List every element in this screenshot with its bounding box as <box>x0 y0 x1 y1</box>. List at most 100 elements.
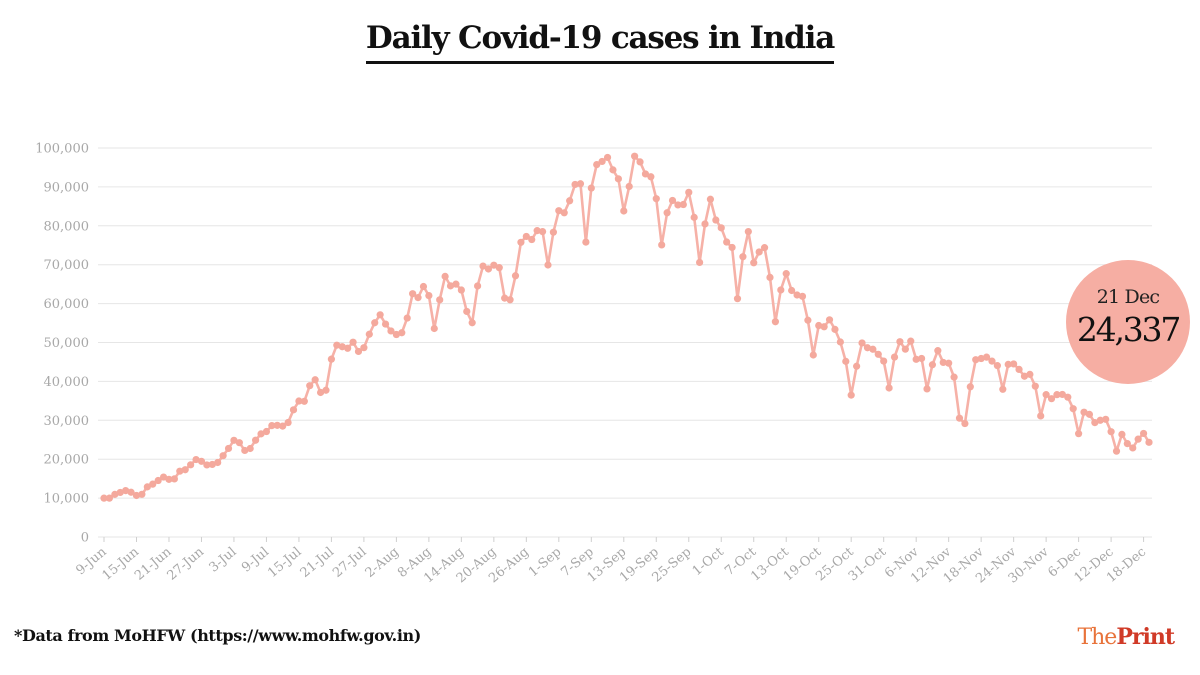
data-point <box>1123 440 1131 448</box>
data-point <box>728 243 736 252</box>
data-point <box>869 345 877 353</box>
data-point <box>928 361 937 369</box>
data-point <box>138 490 146 498</box>
data-point <box>636 158 644 166</box>
callout-date: 21 Dec <box>1096 286 1160 308</box>
x-tick-label: 3-Jul <box>207 545 240 576</box>
data-point <box>674 201 682 209</box>
data-point <box>1112 447 1121 455</box>
data-point <box>111 490 119 498</box>
data-point <box>414 294 422 302</box>
y-tick-label: 80,000 <box>44 219 90 234</box>
data-point <box>788 286 796 295</box>
data-point <box>885 384 893 392</box>
data-point <box>825 316 834 324</box>
data-point <box>419 282 428 291</box>
data-point <box>495 264 503 272</box>
y-tick-label: 20,000 <box>44 453 90 468</box>
x-tick-label: 2-Aug <box>363 545 402 581</box>
data-point <box>1031 382 1039 390</box>
data-point <box>327 355 336 363</box>
data-point <box>890 353 899 361</box>
data-point <box>528 235 536 244</box>
data-point <box>295 397 303 405</box>
data-point <box>197 457 206 465</box>
data-point <box>993 362 1001 370</box>
data-point <box>457 286 465 294</box>
data-point <box>132 491 141 500</box>
data-point <box>917 354 926 363</box>
data-point <box>571 180 579 189</box>
data-point <box>235 439 243 447</box>
data-point <box>446 282 455 290</box>
x-tick-label: 31-Oct <box>846 544 890 584</box>
data-point <box>501 294 509 302</box>
data-point <box>1042 391 1050 399</box>
data-point <box>506 296 514 304</box>
data-point <box>436 296 444 304</box>
data-point <box>696 258 704 267</box>
y-tick-label: 10,000 <box>44 492 90 507</box>
data-point <box>241 446 249 455</box>
data-point <box>982 353 991 361</box>
data-point <box>831 325 839 333</box>
data-point <box>874 350 882 358</box>
data-point <box>641 170 650 178</box>
data-point <box>1075 430 1083 438</box>
data-point <box>750 259 758 267</box>
data-point <box>360 344 368 352</box>
data-point <box>306 382 314 390</box>
data-point <box>441 272 449 280</box>
data-point <box>479 262 487 270</box>
data-point <box>853 362 861 370</box>
data-point <box>972 356 980 364</box>
data-point <box>598 157 606 166</box>
data-point <box>300 397 308 405</box>
data-point <box>452 280 460 288</box>
data-point <box>490 261 498 269</box>
data-point <box>1064 393 1072 401</box>
data-point <box>549 228 558 236</box>
data-point <box>966 383 974 391</box>
data-point <box>950 373 958 381</box>
data-point <box>208 460 216 469</box>
series-daily-cases <box>100 152 1153 502</box>
y-tick-label: 90,000 <box>44 180 90 195</box>
data-point <box>122 487 130 495</box>
data-point <box>977 354 985 363</box>
data-point <box>820 323 828 331</box>
data-point <box>170 475 178 483</box>
y-tick-label: 0 <box>81 531 89 546</box>
data-point <box>430 324 438 333</box>
data-point <box>246 444 254 453</box>
data-point <box>1069 405 1077 413</box>
data-point <box>858 339 866 347</box>
data-point <box>1139 429 1148 438</box>
data-point <box>192 455 200 464</box>
data-point <box>836 338 844 346</box>
data-point <box>268 422 276 430</box>
data-point <box>219 452 227 460</box>
data-point <box>403 314 411 322</box>
data-point <box>1129 444 1137 452</box>
data-point <box>1080 408 1088 416</box>
data-point <box>690 213 698 221</box>
data-point <box>620 207 628 215</box>
data-point <box>739 253 747 261</box>
data-point <box>782 270 790 278</box>
data-point <box>603 153 612 162</box>
data-point <box>842 357 850 365</box>
data-point <box>230 436 238 444</box>
data-point <box>880 357 888 365</box>
data-point <box>955 414 964 422</box>
data-point <box>587 184 595 192</box>
data-point <box>187 461 195 469</box>
x-tick-label: 15-Jul <box>265 545 304 581</box>
data-point <box>609 166 617 174</box>
data-point <box>484 265 493 273</box>
data-point <box>804 316 812 324</box>
data-point <box>652 195 660 203</box>
data-point <box>1047 395 1056 403</box>
x-tick-label: 1-Sep <box>526 545 564 581</box>
